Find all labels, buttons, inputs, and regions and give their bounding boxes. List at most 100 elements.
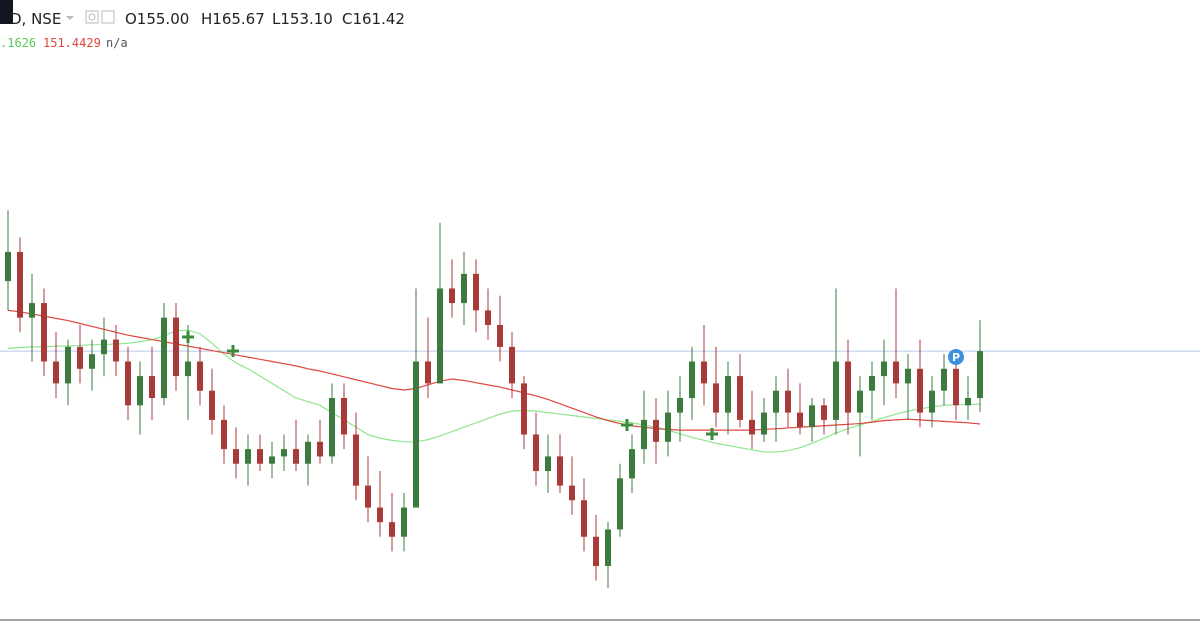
- candle-body: [77, 346, 83, 369]
- candle-body: [941, 368, 947, 391]
- candle-body: [461, 273, 467, 304]
- candle-body: [269, 456, 275, 464]
- candle-body: [797, 412, 803, 428]
- candle-body: [689, 361, 695, 398]
- candle-body: [917, 368, 923, 413]
- candle-body: [65, 346, 71, 384]
- signal-cross: [227, 345, 239, 357]
- candle-body: [29, 303, 35, 318]
- candle-body: [725, 376, 731, 413]
- candle-body: [17, 251, 23, 318]
- candle-body: [89, 354, 95, 369]
- candle-body: [785, 390, 791, 413]
- candle-body: [869, 376, 875, 391]
- close-value: C161.42: [342, 10, 405, 28]
- candle-body: [749, 419, 755, 435]
- moving-average: [7, 329, 981, 453]
- candle-body: [209, 390, 215, 420]
- ma-slow-value: 151.4429: [43, 36, 101, 50]
- candle-body: [413, 361, 419, 508]
- candle-body: [437, 288, 443, 384]
- symbol-icon: [0, 0, 13, 24]
- candle-body: [317, 441, 323, 457]
- marker-badge: [948, 349, 964, 365]
- candle-body: [761, 412, 767, 435]
- candle-body: [569, 485, 575, 501]
- candle-body: [845, 361, 851, 413]
- candle-body: [929, 390, 935, 413]
- candle-body: [713, 383, 719, 413]
- candle-body: [533, 434, 539, 472]
- ma-na-value: n/a: [106, 36, 128, 50]
- candle-body: [389, 522, 395, 537]
- open-value: O155.00: [125, 10, 189, 28]
- candle-body: [617, 478, 623, 530]
- candle-body: [977, 351, 983, 398]
- candle-body: [965, 397, 971, 406]
- candle-body: [161, 317, 167, 398]
- candle-body: [245, 449, 251, 464]
- candle-body: [329, 397, 335, 457]
- candle-body: [173, 317, 179, 377]
- candle-body: [521, 383, 527, 435]
- candle-body: [353, 434, 359, 486]
- candle-body: [233, 449, 239, 464]
- candle-body: [593, 536, 599, 566]
- low-value: L153.10: [272, 10, 333, 28]
- candle-body: [425, 361, 431, 384]
- dropdown-arrow[interactable]: [66, 16, 74, 20]
- candle-body: [653, 419, 659, 442]
- candle-body: [449, 288, 455, 304]
- candle-body: [149, 376, 155, 398]
- moving-average: [7, 309, 981, 431]
- candle-body: [5, 251, 11, 282]
- candle-body: [293, 449, 299, 464]
- candle-body: [305, 441, 311, 464]
- candle-body: [185, 361, 191, 377]
- candle-body: [197, 361, 203, 391]
- candle-body: [557, 456, 563, 486]
- candle-body: [113, 339, 119, 362]
- candle-body: [833, 361, 839, 420]
- marker-label: P: [952, 351, 960, 364]
- candle-body: [545, 456, 551, 472]
- visibility-icon[interactable]: [85, 10, 99, 24]
- candle-body: [893, 361, 899, 384]
- candle-body: [125, 361, 131, 406]
- signal-cross: [706, 428, 718, 440]
- candle-body: [857, 390, 863, 413]
- candle-body: [773, 390, 779, 413]
- candle-body: [41, 303, 47, 362]
- plot-area: P: [0, 210, 1200, 588]
- candle-body: [101, 339, 107, 355]
- candle-body: [53, 361, 59, 384]
- candle-body: [881, 361, 887, 377]
- candle-body: [737, 376, 743, 420]
- ma-fast-value: .1626: [0, 36, 36, 50]
- signal-cross: [182, 331, 194, 343]
- candle-body: [137, 376, 143, 406]
- candle-body: [281, 449, 287, 457]
- candle-body: [401, 507, 407, 537]
- high-value: H165.67: [201, 10, 265, 28]
- candle-body: [809, 405, 815, 428]
- candle-body: [665, 412, 671, 442]
- candle-body: [701, 361, 707, 384]
- candle-body: [221, 419, 227, 450]
- candle-body: [677, 397, 683, 413]
- candle-body: [485, 310, 491, 325]
- candle-body: [605, 529, 611, 566]
- candle-body: [905, 368, 911, 384]
- candle-body: [509, 346, 515, 384]
- candle-body: [821, 405, 827, 420]
- symbol: D, NSE: [10, 10, 61, 28]
- signal-cross: [621, 419, 633, 431]
- settings-icon[interactable]: [101, 10, 115, 24]
- candle-body: [581, 500, 587, 537]
- candle-body: [629, 449, 635, 479]
- candle-body: [257, 449, 263, 464]
- visibility-dot: [88, 13, 96, 21]
- candle-body: [953, 368, 959, 406]
